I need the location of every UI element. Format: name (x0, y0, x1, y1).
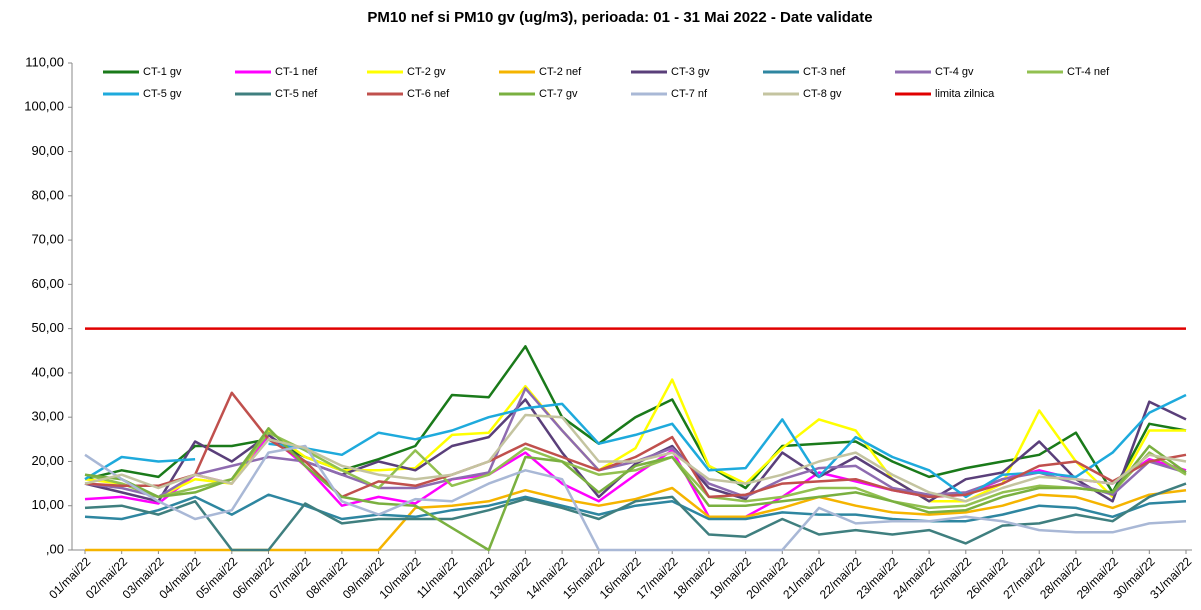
y-tick-label: 10,00 (31, 497, 64, 512)
legend-label: CT-4 gv (935, 66, 974, 78)
legend-label: CT-8 gv (803, 88, 842, 100)
legend-label: CT-1 nef (275, 66, 318, 78)
series-line (85, 486, 1187, 552)
legend-label: limita zilnica (935, 88, 995, 100)
y-tick-label: 80,00 (31, 187, 64, 202)
legend-label: CT-5 nef (275, 88, 318, 100)
series-line (84, 427, 1187, 552)
legend-label: CT-1 gv (143, 66, 182, 78)
y-tick-label: 40,00 (31, 364, 64, 379)
legend-label: CT-6 nef (407, 88, 450, 100)
legend-label: CT-7 gv (539, 88, 578, 100)
series-line (84, 444, 1187, 552)
series-line (84, 482, 1187, 552)
legend-label: CT-3 gv (671, 66, 710, 78)
legend-label: CT-2 gv (407, 66, 446, 78)
y-tick-label: ,00 (46, 541, 64, 556)
y-tick-label: 30,00 (31, 409, 64, 424)
y-tick-label: 90,00 (31, 143, 64, 158)
series-line (84, 431, 1187, 510)
y-tick-label: 20,00 (31, 453, 64, 468)
y-tick-label: 100,00 (24, 99, 64, 114)
series-line (84, 398, 1187, 503)
series-line (84, 493, 1187, 523)
legend-label: CT-5 gv (143, 88, 182, 100)
y-tick-label: 70,00 (31, 232, 64, 247)
series-line (84, 413, 1187, 503)
y-tick-label: 110,00 (25, 54, 64, 69)
legend-label: CT-3 nef (803, 66, 846, 78)
legend-label: CT-4 nef (1067, 66, 1110, 78)
legend-label: CT-2 nef (539, 66, 582, 78)
chart-title: PM10 nef si PM10 gv (ug/m3), perioada: 0… (367, 9, 872, 26)
y-tick-label: 50,00 (31, 320, 64, 335)
legend-label: CT-7 nf (671, 88, 708, 100)
y-tick-label: 60,00 (31, 276, 64, 291)
